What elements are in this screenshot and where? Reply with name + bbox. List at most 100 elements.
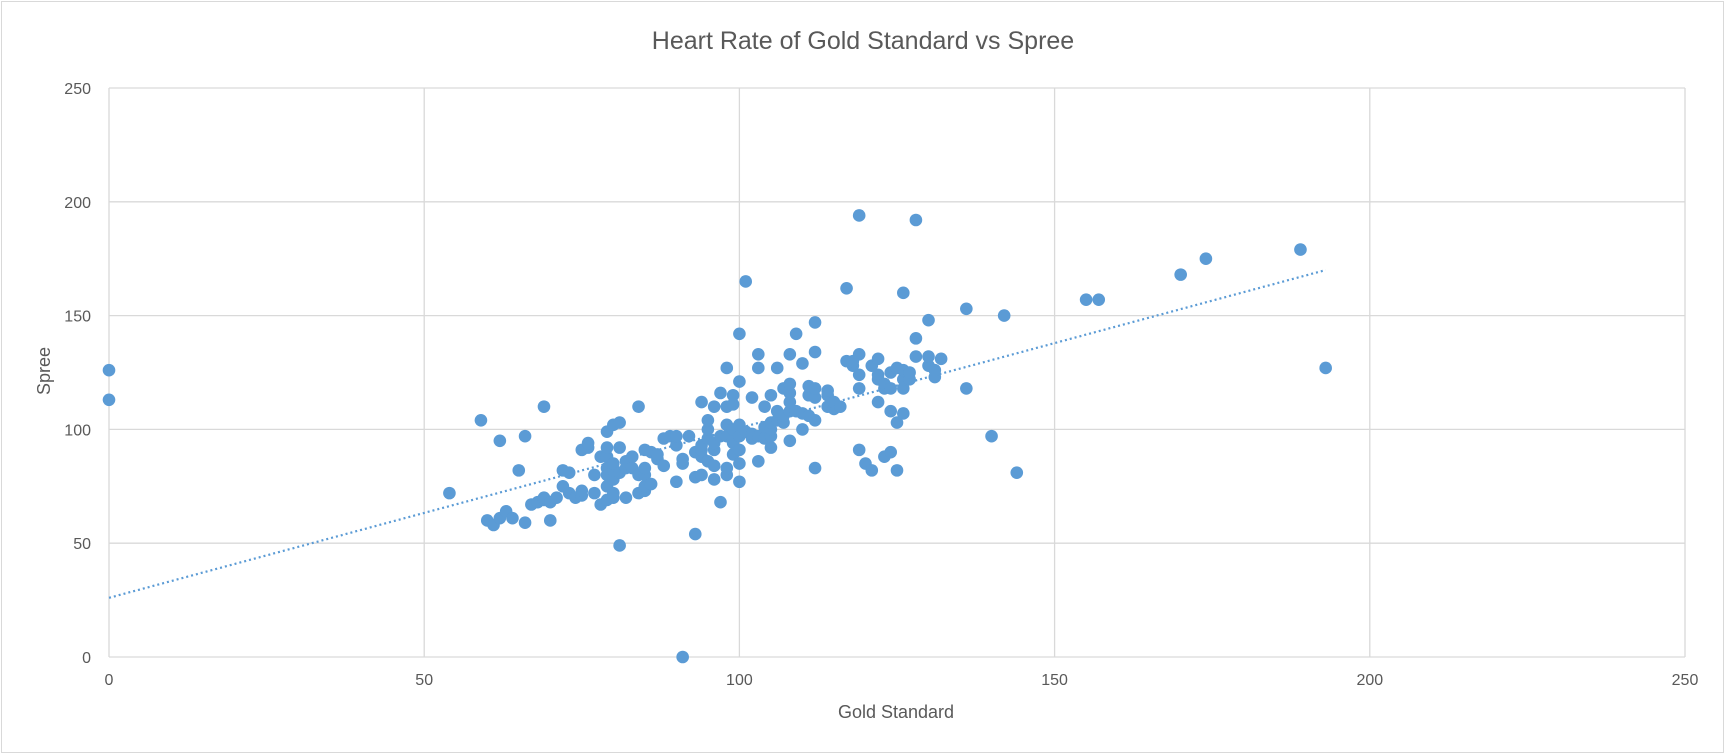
x-tick-label: 250 (1672, 672, 1699, 689)
data-point (871, 395, 885, 409)
data-point (588, 468, 601, 482)
data-point (600, 441, 614, 454)
data-point (739, 275, 753, 288)
data-point (1199, 252, 1213, 265)
y-tick-label: 50 (73, 536, 91, 553)
data-point (808, 461, 822, 475)
data-point (821, 384, 834, 398)
data-point (726, 398, 740, 411)
data-point (688, 527, 702, 541)
data-point (909, 350, 923, 363)
data-point (890, 416, 904, 429)
x-axis-ticks: 0 50 100 150 200 250 (105, 672, 1699, 689)
data-point (852, 209, 866, 222)
data-point (1319, 361, 1332, 375)
data-point (783, 434, 797, 448)
data-point (682, 429, 696, 443)
data-point (752, 347, 765, 361)
data-point (871, 352, 885, 366)
data-point (443, 486, 456, 500)
data-point (707, 459, 721, 473)
data-point (770, 361, 784, 375)
data-point (726, 388, 740, 402)
y-tick-label: 100 (64, 422, 91, 439)
data-point (764, 388, 778, 402)
data-point (997, 309, 1011, 322)
data-point (840, 281, 853, 295)
data-point (670, 429, 683, 443)
data-point (695, 468, 708, 482)
data-points (102, 209, 1332, 664)
data-point (518, 516, 532, 530)
data-point (657, 459, 671, 473)
data-point (865, 464, 879, 477)
data-point (733, 457, 746, 470)
data-point (909, 332, 923, 345)
x-tick-label: 200 (1356, 672, 1383, 689)
data-point (543, 514, 557, 527)
vertical-gridlines (108, 88, 1686, 657)
data-point (695, 395, 708, 409)
data-point (701, 413, 715, 427)
data-point (928, 363, 942, 377)
data-point (884, 382, 897, 395)
data-point (903, 366, 916, 379)
x-tick-label: 100 (726, 672, 753, 689)
x-tick-label: 0 (105, 672, 114, 689)
data-point (789, 327, 803, 341)
data-point (707, 400, 721, 413)
data-point (884, 445, 897, 459)
data-point (720, 461, 734, 475)
y-tick-label: 150 (64, 309, 91, 326)
data-point (833, 400, 847, 413)
data-point (1010, 466, 1024, 479)
data-point (808, 391, 822, 404)
y-axis-ticks: 0 50 100 150 200 250 (64, 81, 91, 667)
data-point (745, 391, 759, 404)
data-point (897, 286, 910, 300)
data-point (960, 382, 973, 395)
data-point (796, 423, 809, 436)
data-point (714, 495, 727, 509)
data-point (550, 491, 563, 504)
data-point (783, 395, 797, 409)
data-point (670, 475, 683, 489)
data-point (922, 313, 935, 327)
data-point (613, 416, 626, 429)
data-point (890, 464, 904, 477)
data-point (676, 650, 689, 664)
data-point (808, 345, 822, 359)
data-point (102, 393, 116, 407)
data-point (852, 443, 866, 457)
data-point (783, 347, 797, 361)
data-point (985, 429, 998, 443)
data-point (1079, 293, 1093, 306)
data-point (474, 413, 488, 427)
data-point (808, 413, 822, 427)
data-point (575, 484, 589, 498)
data-point (581, 436, 595, 450)
data-point (733, 443, 746, 457)
horizontal-gridlines (109, 87, 1685, 658)
data-point (644, 477, 658, 491)
data-point (1174, 268, 1187, 281)
chart-title: Heart Rate of Gold Standard vs Spree (652, 27, 1074, 55)
data-point (638, 461, 652, 475)
data-point (764, 441, 778, 454)
data-point (871, 368, 885, 382)
data-point (607, 457, 620, 470)
data-point (613, 441, 626, 454)
data-point (897, 407, 910, 420)
data-point (1294, 243, 1307, 256)
data-point (676, 452, 689, 466)
x-tick-label: 50 (415, 672, 433, 689)
data-point (607, 486, 620, 500)
y-tick-label: 200 (64, 195, 91, 212)
data-point (884, 404, 897, 418)
data-point (852, 382, 866, 395)
data-point (588, 486, 601, 500)
data-point (733, 475, 746, 489)
data-point (1092, 293, 1106, 306)
data-point (808, 382, 822, 395)
